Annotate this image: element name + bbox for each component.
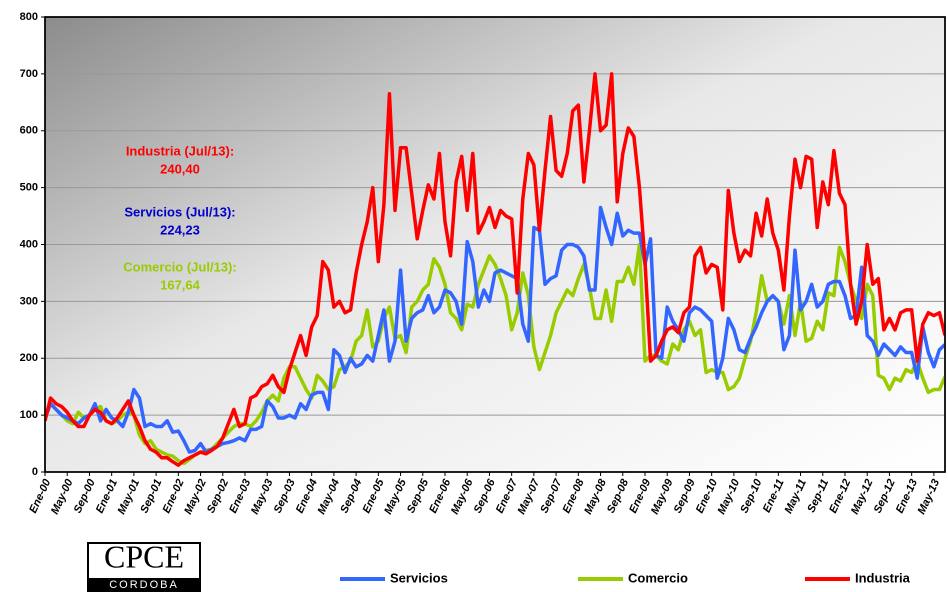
y-tick-label: 600 [20, 125, 38, 137]
logo-band [88, 578, 200, 592]
y-tick-label: 0 [32, 466, 38, 478]
logo: CPCE CORDOBA [87, 538, 201, 592]
y-tick-label: 700 [20, 68, 38, 80]
annotation-label: Servicios (Jul/13): [124, 204, 235, 219]
annotation-value: 240,40 [160, 161, 200, 176]
series-line [45, 72, 945, 467]
y-tick-label: 500 [20, 182, 38, 194]
annotation-label: Comercio (Jul/13): [123, 259, 236, 274]
annotation-label: Industria (Jul/13): [126, 143, 234, 158]
series-line [45, 205, 945, 454]
legend-label: Industria [855, 570, 911, 585]
annotation-value: 224,23 [160, 222, 200, 237]
y-tick-label: 800 [20, 11, 38, 23]
y-tick-label: 100 [20, 409, 38, 421]
legend-label: Servicios [390, 570, 448, 585]
y-tick-label: 300 [20, 295, 38, 307]
logo-frame [87, 542, 201, 592]
plot-area [44, 16, 946, 473]
y-tick-label: 400 [20, 238, 38, 250]
legend-label: Comercio [628, 570, 688, 585]
logo-text: CPCE [104, 538, 184, 574]
annotation-value: 167,64 [160, 277, 201, 292]
logo-sub: CORDOBA [109, 579, 179, 591]
y-tick-label: 200 [20, 352, 38, 364]
